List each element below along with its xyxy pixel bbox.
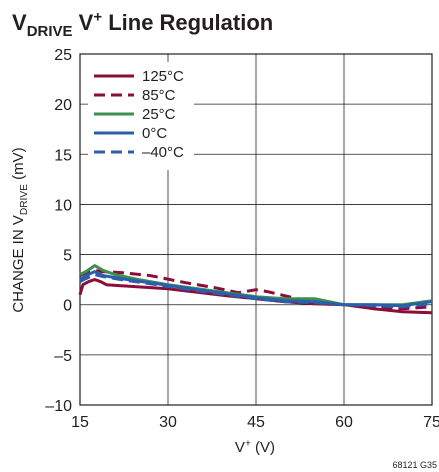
text-part-0: CHANGE IN V	[10, 215, 27, 313]
plot-frame	[79, 53, 433, 406]
text-part-1: DRIVE	[19, 184, 30, 215]
x-axis-label: V+ (V)	[235, 438, 275, 456]
grid	[80, 54, 432, 405]
legend-label-2: 25°C	[142, 106, 176, 123]
x-tick-label: 30	[159, 414, 177, 431]
series-lines	[78, 264, 433, 315]
text-part-3: +	[93, 9, 102, 26]
text-part-2: (mV)	[10, 147, 27, 184]
tick-labels: 15 30 45 60 75 –10 –5 0 5 10 15 20 25	[45, 47, 439, 431]
legend-label-0: 125°C	[142, 68, 184, 85]
y-tick-label: 5	[63, 248, 72, 265]
x-tick-label: 75	[423, 414, 439, 431]
y-tick-label: 25	[54, 47, 72, 64]
text-part-0: V	[235, 439, 245, 456]
text-part-2: V	[73, 10, 94, 35]
legend-label-4: –40°C	[142, 144, 184, 161]
series-line-4	[79, 273, 433, 309]
chart-title: VDRIVE V+ Line Regulation	[12, 9, 273, 41]
y-tick-label: 10	[54, 197, 72, 214]
y-tick-label: –5	[54, 348, 72, 365]
y-axis-label: CHANGE IN VDRIVE (mV)	[10, 147, 30, 312]
y-tick-label: –10	[45, 398, 72, 415]
x-tick-label: 15	[71, 414, 89, 431]
text-part-1: +	[245, 438, 251, 449]
text-part-0: V	[12, 10, 27, 35]
legend-label-1: 85°C	[142, 87, 176, 104]
legend-label-3: 0°C	[142, 125, 167, 142]
y-tick-label: 15	[54, 147, 72, 164]
text-part-4: Line Regulation	[102, 10, 273, 35]
x-tick-label: 45	[247, 414, 265, 431]
series-line-3	[79, 270, 433, 308]
text-part-1: DRIVE	[27, 23, 73, 40]
y-tick-label: 20	[54, 97, 72, 114]
x-tick-label: 60	[335, 414, 353, 431]
y-tick-label: 0	[63, 298, 72, 315]
text-part-2: (V)	[251, 439, 275, 456]
chart-note: 68121 G35	[392, 460, 437, 470]
legend: 125°C 85°C 25°C 0°C –40°C	[88, 62, 194, 170]
legend-background	[88, 62, 194, 170]
